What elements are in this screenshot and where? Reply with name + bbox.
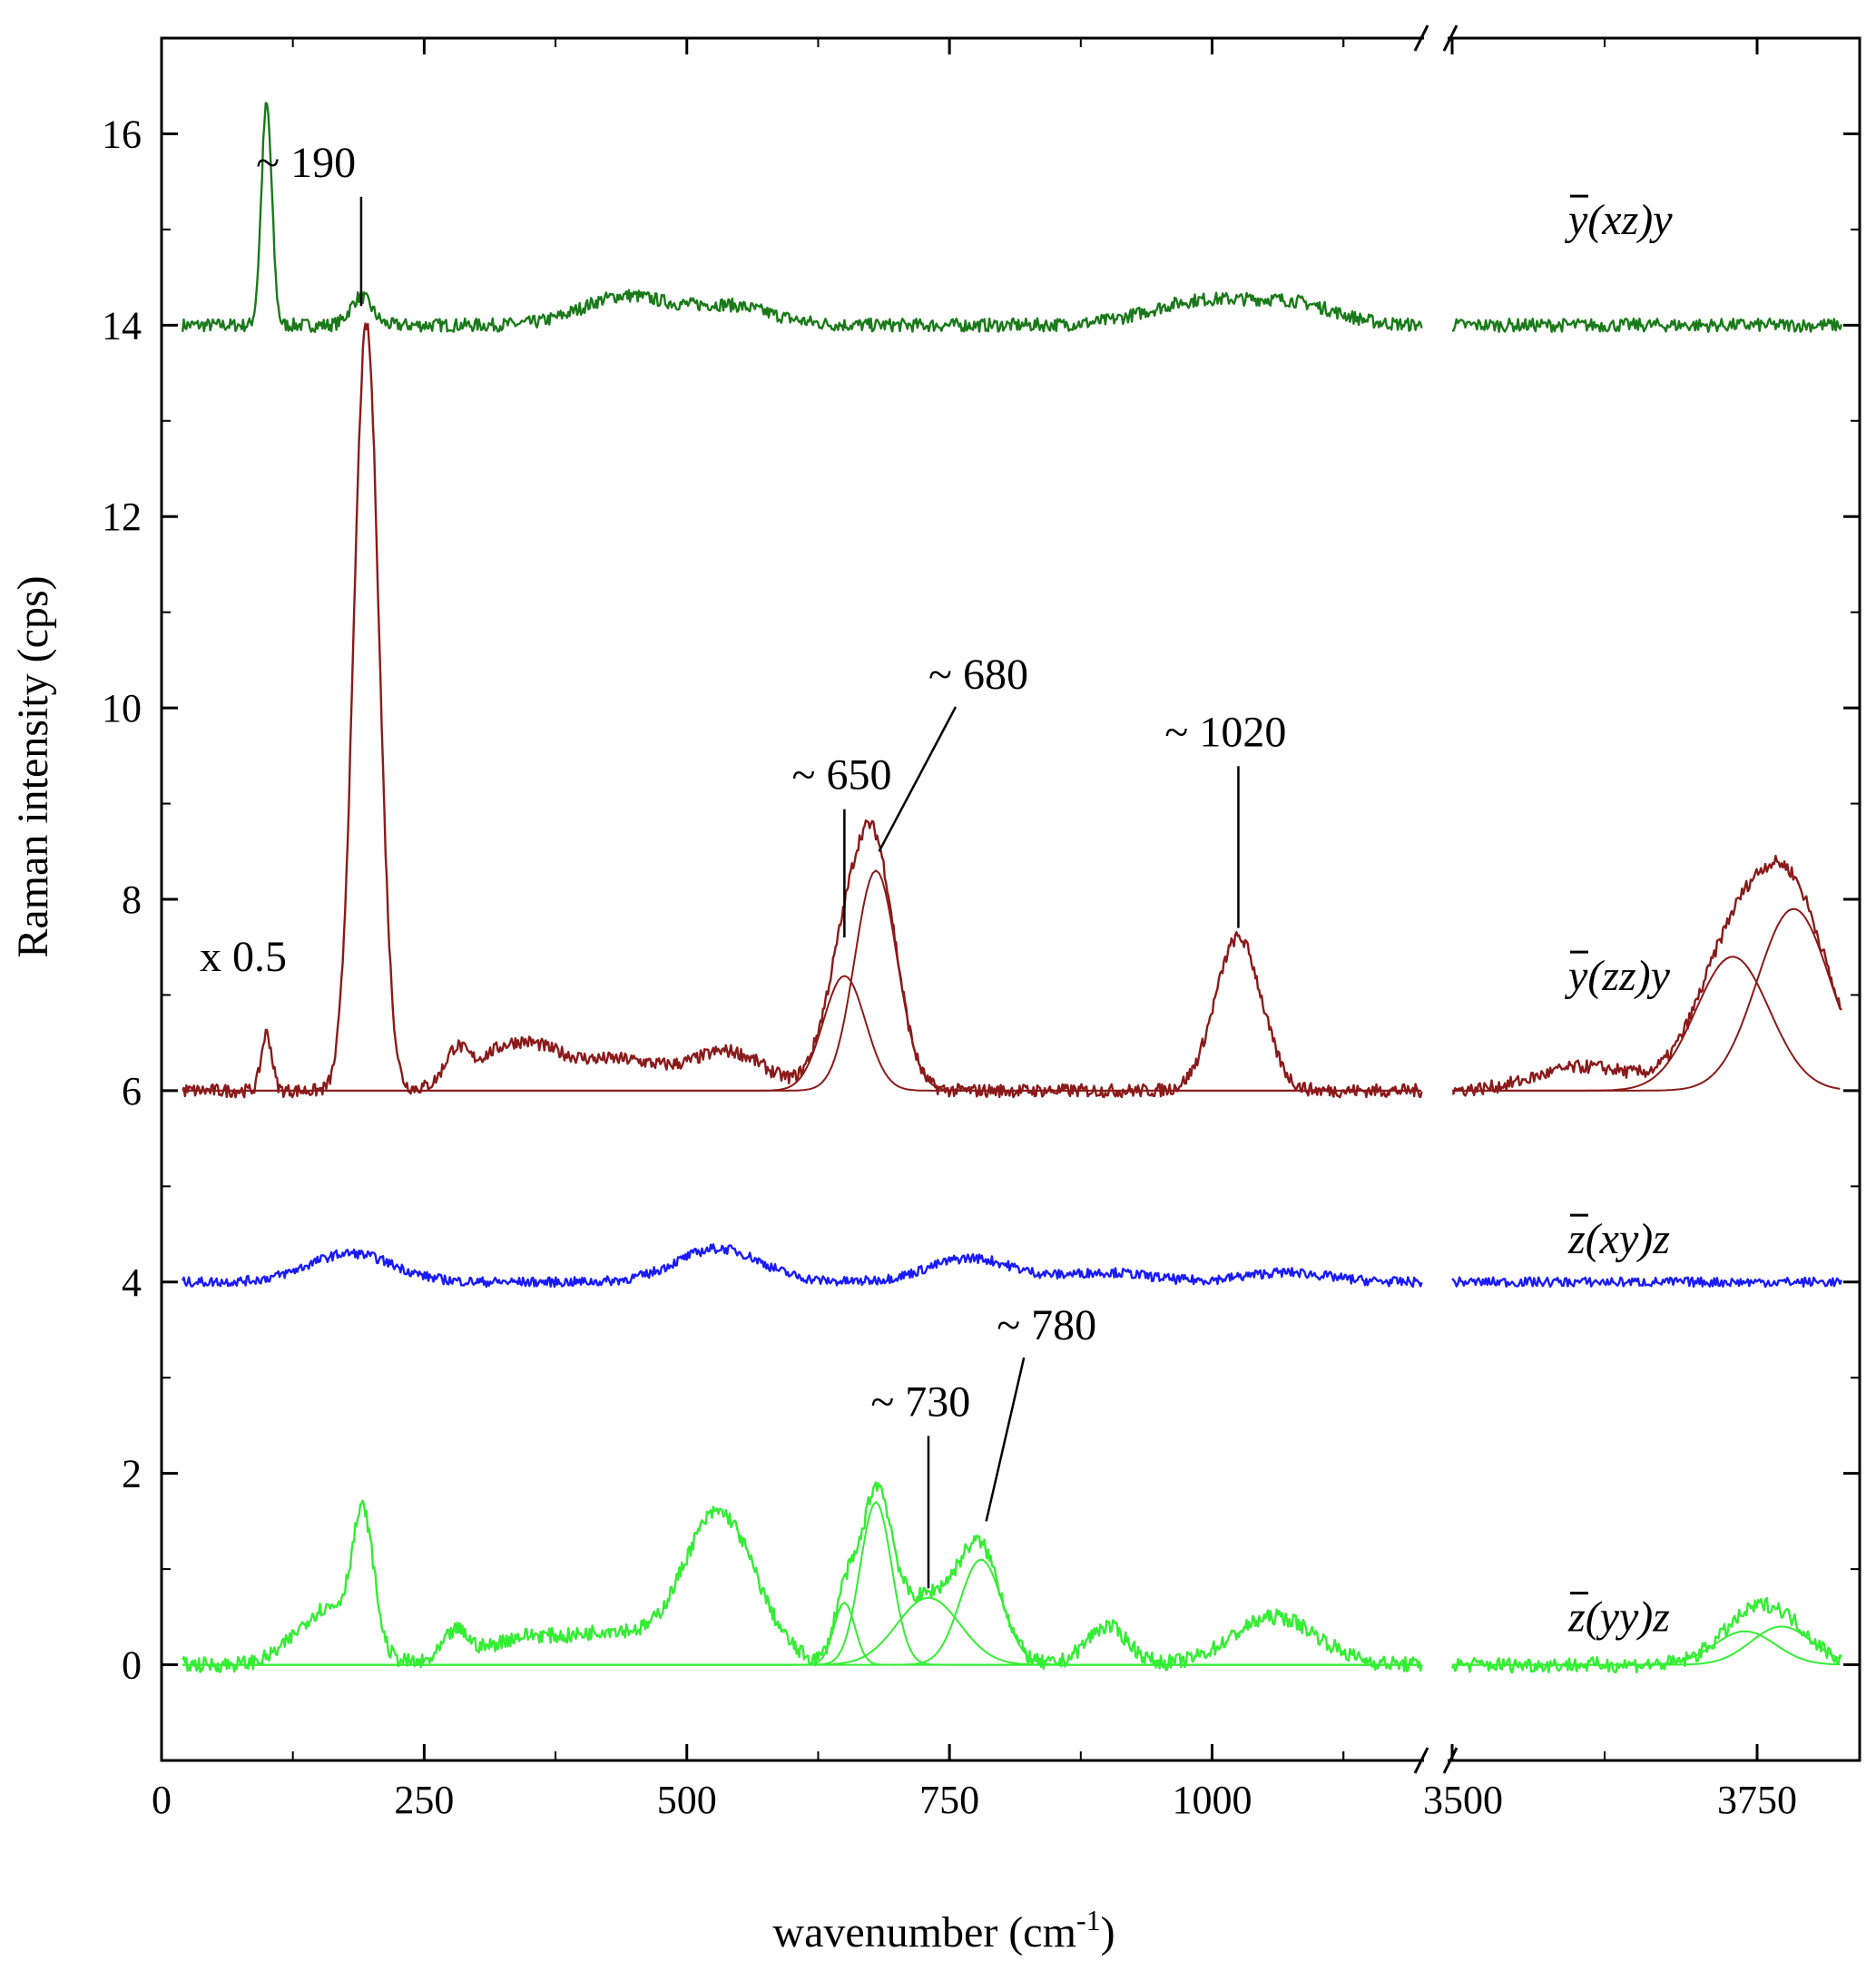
annotation-label: ~ 1020 [1164,708,1286,756]
series-line-3 [182,1481,1842,1674]
geometry-rest: (zz)y [1587,952,1670,1000]
series-layer: y(xz)yy(zz)yx 0.5z(xy)zz(yy)z [182,102,1843,1674]
x-tick-label: 0 [152,1778,172,1822]
y-axis-label: Raman intensity (cps) [9,575,57,957]
scale-label: x 0.5 [200,933,287,981]
y-tick-label: 2 [122,1452,142,1496]
y-tick-label: 12 [102,495,142,539]
x-tick-label: 3500 [1423,1778,1503,1822]
geometry-label: z(xy)z [1567,1215,1670,1263]
axis-break-mark-bottom-right [1442,1747,1459,1774]
annotation-label: ~ 680 [928,651,1028,699]
annotation-label: ~ 190 [256,139,356,187]
series-line-0 [182,102,1843,333]
fit-curve-1-1 [182,869,1421,1092]
x-tick-label: 1000 [1173,1778,1252,1822]
y-tick-label: 16 [102,112,142,156]
plot-border [160,36,1861,1762]
geometry-label: y(xz)y [1564,196,1673,244]
geometry-bar-letter: y [1564,196,1588,244]
annotation-label: ~ 730 [870,1378,970,1426]
fit-curve-1-3 [1452,907,1842,1092]
axis-break-gap-top [1424,33,1448,44]
annotation-leader [878,706,958,852]
geometry-rest: (yy)z [1586,1593,1671,1642]
geometry-rest: (xz)y [1587,196,1673,244]
series-line-1 [182,322,1842,1099]
axis-break-mark-bottom-left [1413,1747,1429,1774]
fit-curve-3-3 [182,1558,1421,1666]
series-line-2 [182,1243,1843,1289]
y-tick-label: 4 [122,1260,142,1305]
geometry-label: z(yy)z [1567,1593,1670,1642]
x-tick-label: 250 [394,1778,454,1822]
fit-curve-3-5 [1452,1625,1841,1666]
axis-break-gap-bottom [1424,1755,1448,1766]
x-axis-label: wavenumber (cm-1) [772,1904,1115,1956]
x-axis-label-main: wavenumber (cm [772,1908,1076,1956]
y-tick-label: 14 [102,303,142,348]
plot-frame: 0 2 4 6 8 10 12 14 16 0 250 500 750 1000 3500 3750 [102,25,1861,1822]
geometry-rest: (xy)z [1586,1215,1671,1263]
annotation-layer: ~ 190 ~ 650 ~ 680 ~ 1020 ~ 730 ~ 780 [256,139,1286,1589]
y-tick-label: 6 [122,1069,142,1113]
geometry-bar-letter: y [1564,952,1588,1000]
axis-break-mark-top-right [1442,25,1459,52]
annotation-label: ~ 650 [792,751,892,799]
annotation-label: ~ 780 [997,1301,1096,1349]
x-tick-label: 3750 [1717,1778,1797,1822]
x-axis-label-suffix: ) [1101,1908,1115,1956]
geometry-bar-letter: z [1567,1593,1586,1642]
geometry-label: y(zz)y [1564,952,1671,1000]
annotation-leader [985,1357,1026,1522]
axis-break-mark-top-left [1413,25,1429,52]
x-tick-label: 500 [657,1778,717,1822]
y-tick-label: 8 [122,878,142,922]
geometry-bar-letter: z [1567,1215,1586,1263]
y-tick-label: 0 [122,1643,142,1688]
x-axis-label-sup: -1 [1076,1904,1101,1936]
y-tick-label: 10 [102,686,142,730]
x-tick-label: 750 [919,1778,979,1822]
